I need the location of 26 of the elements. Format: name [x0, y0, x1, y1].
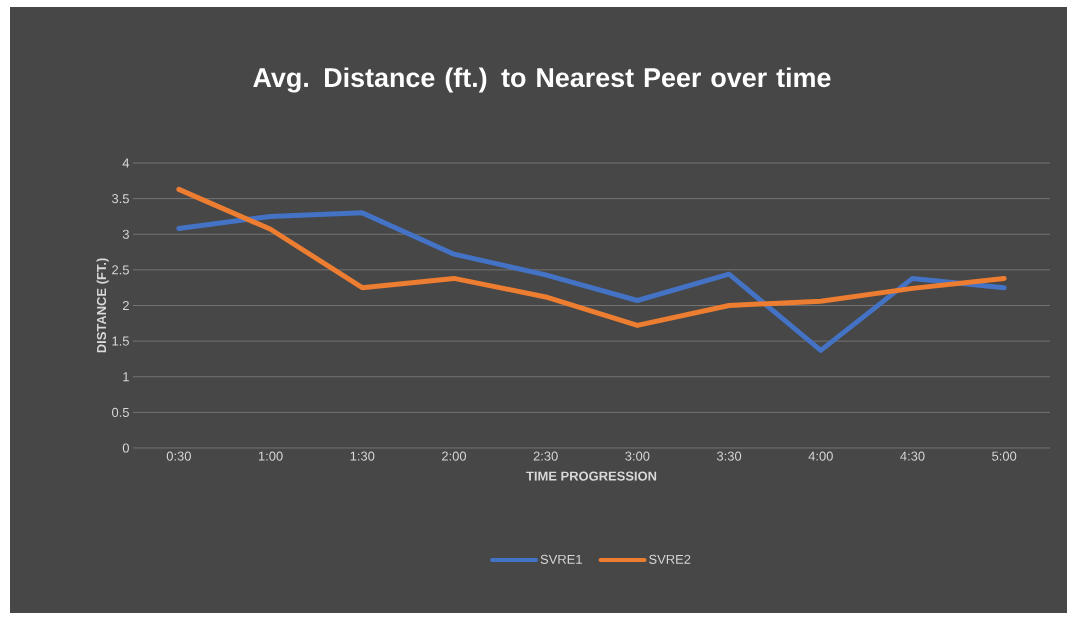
x-tick-label: 5:00	[992, 451, 1017, 461]
x-tick-label: 0:30	[166, 451, 191, 461]
line-series	[176, 186, 1007, 328]
x-axis-title: TIME PROGRESSION	[526, 471, 657, 481]
chart-title: Avg. Distance (ft.) to Nearest Peer over time	[253, 67, 831, 93]
x-tick-label: 3:30	[716, 451, 742, 461]
y-tick-label: 0.5	[111, 407, 129, 417]
y-tick-label: 2	[122, 300, 129, 311]
x-tick-label: 2:00	[442, 451, 467, 461]
legend-label: SVRE2	[649, 554, 691, 564]
y-tick-label: 1	[123, 372, 129, 382]
x-tick-label: 4:00	[808, 451, 833, 461]
x-tick-label: 3:00	[625, 451, 650, 461]
x-tick-label: 4:30	[900, 451, 925, 461]
y-tick-label: 2.5	[112, 265, 129, 275]
y-tick-label: 3	[122, 229, 129, 239]
x-tick-label: 1:00	[258, 451, 283, 461]
legend-label: SVRE1	[540, 554, 582, 564]
y-tick-label: 1.5	[112, 336, 129, 346]
line-series	[176, 210, 1007, 353]
y-tick-label: 4	[122, 158, 130, 168]
x-tick-label: 1:30	[350, 451, 375, 461]
x-tick-label: 2:30	[533, 451, 558, 461]
y-tick-label: 3.5	[111, 194, 129, 204]
y-tick-label: 0	[122, 443, 129, 453]
y-axis-title: DISTANCE (FT.)	[96, 258, 109, 353]
